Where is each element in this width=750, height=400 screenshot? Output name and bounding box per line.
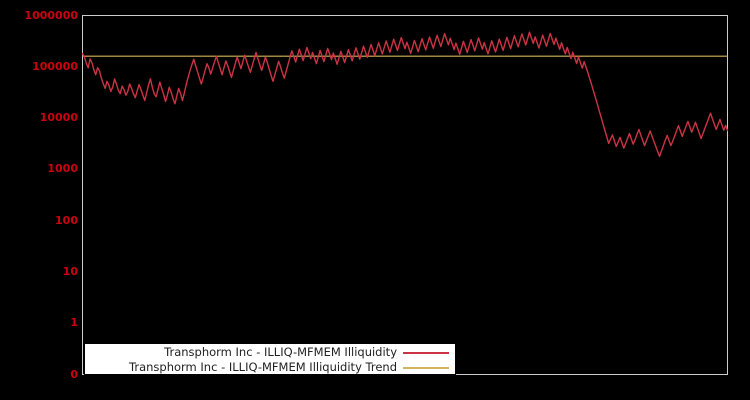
legend-color-swatch bbox=[403, 351, 449, 354]
y-axis-tick-label: 1000000 bbox=[24, 8, 78, 22]
legend-entry-label: Transphorm Inc - ILLIQ-MFMEM Illiquidity bbox=[164, 345, 397, 359]
legend-entry-label: Transphorm Inc - ILLIQ-MFMEM Illiquidity… bbox=[129, 360, 397, 374]
legend-entry: Transphorm Inc - ILLIQ-MFMEM Illiquidity bbox=[85, 345, 457, 360]
illiquidity-series-line bbox=[81, 31, 729, 157]
y-axis-tick-label: 10000 bbox=[39, 111, 78, 125]
y-axis-tick-label: 1 bbox=[70, 316, 78, 330]
y-axis-tick-label: 100000 bbox=[32, 59, 78, 73]
chart-legend: Transphorm Inc - ILLIQ-MFMEM Illiquidity… bbox=[84, 343, 456, 375]
y-axis-tick-label: 10 bbox=[62, 264, 78, 278]
y-axis-tick-label: 100 bbox=[55, 213, 78, 227]
y-axis-tick-label: 1000 bbox=[47, 162, 78, 176]
y-axis-tick-label: 0 bbox=[70, 367, 78, 381]
legend-color-swatch bbox=[403, 366, 449, 369]
legend-entry: Transphorm Inc - ILLIQ-MFMEM Illiquidity… bbox=[85, 360, 457, 375]
